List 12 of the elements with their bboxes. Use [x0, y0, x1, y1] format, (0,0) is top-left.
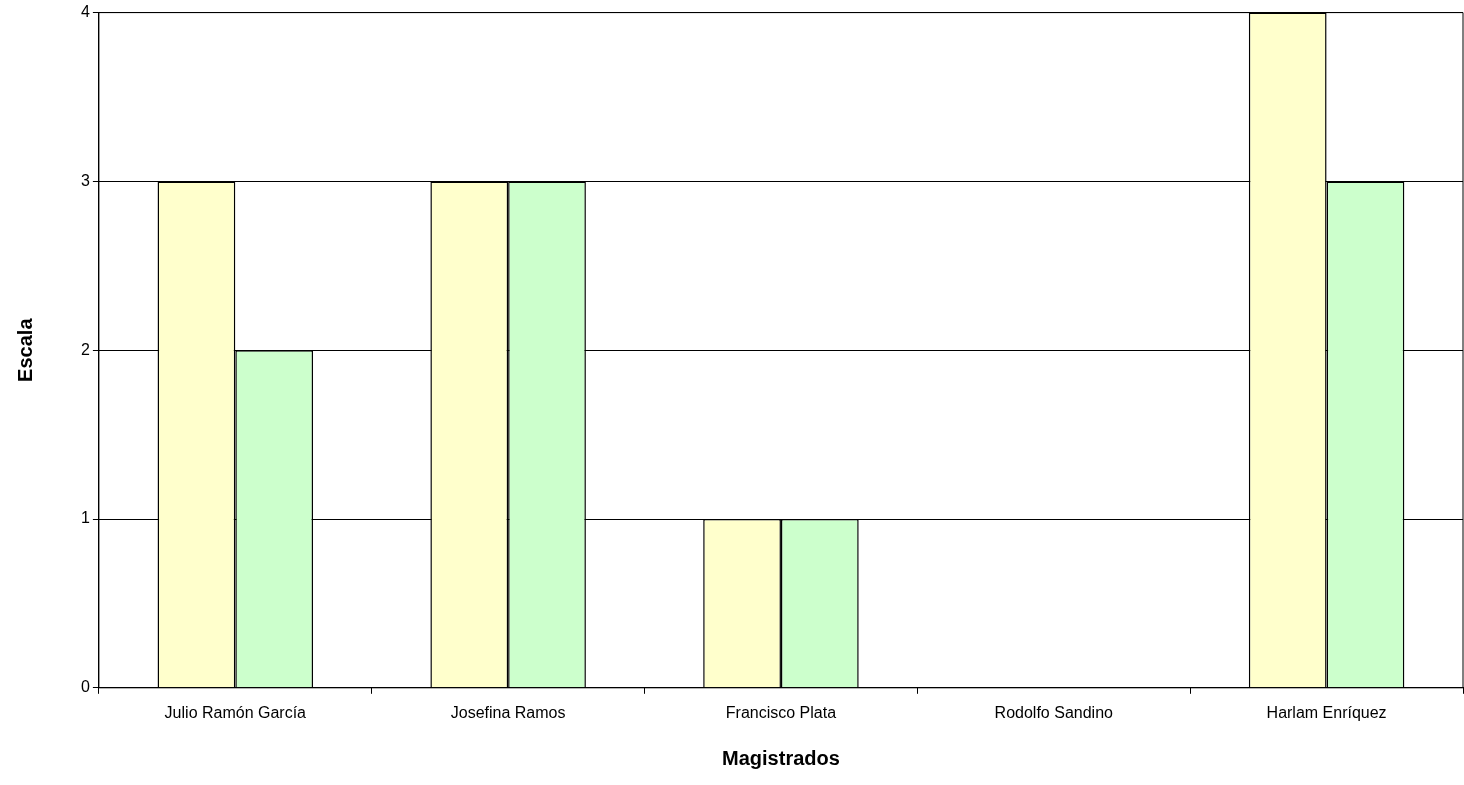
x-tick-label: Harlam Enríquez [1266, 703, 1387, 721]
x-tick-label: Rodolfo Sandino [994, 703, 1114, 721]
y-tick-label: 3 [80, 171, 90, 189]
x-tick-label: Francisco Plata [725, 703, 837, 721]
y-tick-label: 0 [80, 678, 90, 696]
x-axis-title: Magistrados [722, 746, 840, 769]
y-axis-title: Escala [13, 317, 36, 382]
y-tick-label: 2 [80, 340, 90, 358]
x-tick-label: Josefina Ramos [450, 703, 566, 721]
y-tick-label: 1 [80, 509, 90, 527]
y-tick-label: 4 [80, 3, 90, 21]
x-tick-label: Julio Ramón García [164, 703, 307, 721]
